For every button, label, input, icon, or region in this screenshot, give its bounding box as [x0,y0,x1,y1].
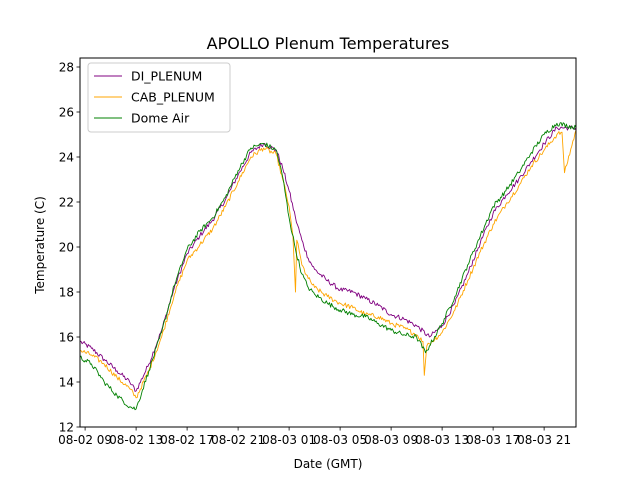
y-tick-label: 14 [59,376,74,390]
x-tick-label: 08-03 13 [415,433,469,447]
y-tick-label: 20 [59,241,74,255]
y-tick-label: 24 [59,151,74,165]
x-tick-label: 08-02 09 [58,433,112,447]
chart-title: APOLLO Plenum Temperatures [207,34,450,53]
x-axis-label: Date (GMT) [294,457,363,471]
legend-label: Dome Air [131,111,190,126]
series-layer [80,122,576,411]
x-tick-label: 08-03 21 [517,433,571,447]
series-line-dome-air [80,122,576,411]
y-tick-label: 16 [59,331,74,345]
series-line-cab-plenum [80,129,576,399]
legend-label: CAB_PLENUM [131,90,215,105]
x-tick-label: 08-03 09 [364,433,418,447]
y-tick-label: 22 [59,196,74,210]
axes-frame [79,57,577,428]
y-axis: 12 14 16 18 20 22 24 26 28 [59,61,80,435]
legend-box [87,62,231,133]
x-tick-label: 08-03 01 [262,433,316,447]
y-tick-label: 18 [59,286,74,300]
x-tick-label: 08-02 13 [109,433,163,447]
legend: DI_PLENUM CAB_PLENUM Dome Air [87,62,231,133]
y-axis-label: Temperature (C) [33,196,47,295]
legend-label: DI_PLENUM [131,69,202,84]
x-tick-label: 08-02 17 [160,433,214,447]
x-tick-label: 08-02 21 [211,433,265,447]
y-tick-label: 12 [59,421,74,435]
x-tick-label: 08-03 05 [313,433,367,447]
y-tick-label: 28 [59,61,74,75]
x-tick-label: 08-03 17 [466,433,520,447]
y-tick-label: 26 [59,106,74,120]
